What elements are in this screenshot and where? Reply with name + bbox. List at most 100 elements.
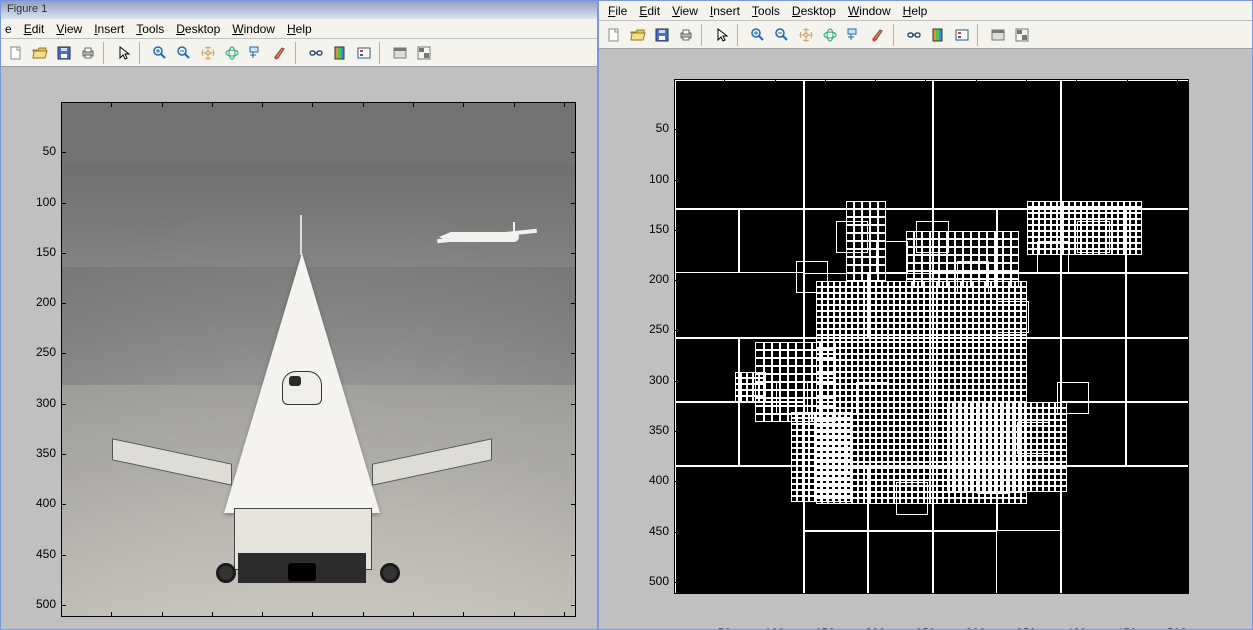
colorbar-button[interactable]	[927, 24, 949, 46]
ytick-label: 500	[639, 574, 669, 588]
hide-button[interactable]	[389, 42, 411, 64]
quadtree-cell	[812, 366, 820, 374]
quadtree-cell	[764, 414, 772, 422]
quadtree-cell	[995, 271, 1003, 279]
ytick-label: 350	[639, 423, 669, 437]
quadtree-cell	[870, 225, 878, 233]
ytick-label: 150	[639, 222, 669, 236]
dock-button[interactable]	[413, 42, 435, 64]
quadtree-cell	[828, 366, 836, 374]
pointer-button[interactable]	[711, 24, 733, 46]
menu-insert[interactable]: Insert	[89, 20, 129, 38]
zoom-out-button[interactable]	[771, 24, 793, 46]
print-button[interactable]	[675, 24, 697, 46]
save-button[interactable]	[53, 42, 75, 64]
quadtree-cell	[963, 231, 971, 239]
quadtree-cell	[1003, 255, 1011, 263]
quadtree-cell	[812, 358, 820, 366]
menu-tools[interactable]: Tools	[747, 2, 785, 20]
quadtree-cell	[812, 342, 820, 350]
pointer-button[interactable]	[113, 42, 135, 64]
quadtree-cell	[772, 414, 780, 422]
quadtree-cell	[1126, 402, 1189, 466]
zoom-in-button[interactable]	[747, 24, 769, 46]
xtick-label: 250	[910, 626, 940, 629]
pan-button[interactable]	[197, 42, 219, 64]
zoom-in-button[interactable]	[149, 42, 171, 64]
quadtree-cell	[947, 279, 955, 287]
print-button[interactable]	[77, 42, 99, 64]
quadtree-cell	[788, 358, 796, 366]
quadtree-cell	[854, 257, 862, 265]
quadtree-cell	[955, 239, 963, 247]
quadtree-cell	[759, 396, 765, 402]
quadtree-cell	[979, 239, 987, 247]
menu-edit[interactable]: Edit	[19, 20, 50, 38]
quadtree-cell	[828, 382, 836, 390]
menu-window[interactable]: Window	[227, 20, 280, 38]
quadtree-cell	[878, 217, 886, 225]
menu-file[interactable]: File	[603, 2, 632, 20]
link-button[interactable]	[903, 24, 925, 46]
menu-view[interactable]: View	[51, 20, 87, 38]
open-button[interactable]	[627, 24, 649, 46]
quadtree-cell	[1011, 263, 1019, 271]
legend-button[interactable]	[353, 42, 375, 64]
new-button[interactable]	[5, 42, 27, 64]
pan-button[interactable]	[795, 24, 817, 46]
quadtree-cell	[804, 358, 812, 366]
colorbar-button[interactable]	[329, 42, 351, 64]
menu-edit[interactable]: Edit	[634, 2, 665, 20]
menu-insert[interactable]: Insert	[705, 2, 745, 20]
quadtree-cell	[846, 257, 854, 265]
menu-help[interactable]: Help	[282, 20, 317, 38]
ytick-label: 250	[26, 345, 56, 359]
menu-tools[interactable]: Tools	[131, 20, 169, 38]
menu-window[interactable]: Window	[843, 2, 896, 20]
quadtree-cell	[856, 382, 888, 414]
quadtree-cell	[930, 271, 938, 279]
rotate3d-icon	[224, 45, 240, 61]
datacursor-button[interactable]	[843, 24, 865, 46]
brush-button[interactable]	[269, 42, 291, 64]
quadtree-cell	[804, 374, 812, 382]
menu-file[interactable]: e	[5, 20, 17, 38]
datacursor-button[interactable]	[245, 42, 267, 64]
quadtree-cell	[955, 231, 963, 239]
xtick-label: 400	[1061, 626, 1091, 629]
quadtree-cell	[764, 406, 772, 414]
menu-view[interactable]: View	[667, 2, 703, 20]
quadtree-cell	[916, 221, 948, 253]
zoom-out-button[interactable]	[173, 42, 195, 64]
dock-button[interactable]	[1011, 24, 1033, 46]
legend-button[interactable]	[951, 24, 973, 46]
quadtree-cell	[862, 201, 870, 209]
ytick-label: 50	[639, 121, 669, 135]
toolbar-separator	[379, 42, 385, 64]
quadtree-cell	[804, 531, 868, 594]
rotate3d-button[interactable]	[819, 24, 841, 46]
menu-help[interactable]: Help	[898, 2, 933, 20]
quadtree-cell	[922, 263, 930, 271]
new-button[interactable]	[603, 24, 625, 46]
figure1-window: Figure 1 eEditViewInsertToolsDesktopWind…	[0, 0, 598, 630]
menu-desktop[interactable]: Desktop	[787, 2, 841, 20]
quadtree-cell	[772, 366, 780, 374]
menu-desktop[interactable]: Desktop	[171, 20, 225, 38]
figure1-titlebar: Figure 1	[1, 1, 597, 19]
quadtree-cell	[1077, 221, 1109, 253]
quadtree-cell	[914, 255, 922, 263]
quadtree-cell	[922, 255, 930, 263]
quadtree-cell	[939, 271, 947, 279]
rotate3d-button[interactable]	[221, 42, 243, 64]
quadtree-cell	[947, 255, 955, 263]
open-button[interactable]	[29, 42, 51, 64]
quadtree-cell	[1126, 273, 1189, 337]
datacursor-icon	[248, 45, 264, 61]
new-icon	[606, 27, 622, 43]
brush-button[interactable]	[867, 24, 889, 46]
save-button[interactable]	[651, 24, 673, 46]
dock-icon	[1014, 27, 1030, 43]
link-button[interactable]	[305, 42, 327, 64]
hide-button[interactable]	[987, 24, 1009, 46]
